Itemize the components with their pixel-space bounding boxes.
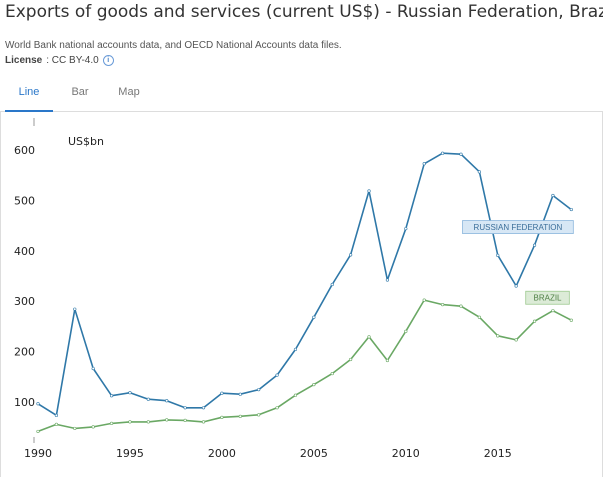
data-point-brazil[interactable] [422,298,426,302]
data-point-brazil[interactable] [440,303,445,307]
data-point-brazil[interactable] [551,309,555,313]
data-point-russian-federation[interactable] [165,399,169,403]
data-point-russian-federation[interactable] [532,243,537,247]
data-point-brazil[interactable] [330,371,334,376]
data-point-russian-federation[interactable] [275,373,279,377]
y-tick-label: 500 [14,195,35,208]
data-point-russian-federation[interactable] [459,152,463,156]
unit-label: US$bn [68,135,104,148]
data-point-russian-federation[interactable] [367,189,371,193]
data-point-brazil[interactable] [238,414,242,418]
data-point-russian-federation[interactable] [183,406,187,410]
line-chart: US$bn 100 200 300 400 500 600 1990 1995 2000 200… [14,118,574,460]
data-point-brazil[interactable] [91,425,95,429]
data-point-russian-federation[interactable] [201,406,206,410]
series-label-brazil: BRAZIL [525,290,570,305]
data-point-brazil[interactable] [293,393,298,397]
x-tick-label: 2005 [300,447,328,460]
page-title: Exports of goods and services (current U… [5,2,603,22]
tab-bar[interactable]: Bar [71,86,89,98]
data-point-brazil[interactable] [569,318,573,322]
data-point-brazil[interactable] [201,420,206,424]
data-point-russian-federation[interactable] [312,315,316,319]
data-point-brazil[interactable] [532,319,537,323]
x-tick-label: 2010 [392,447,420,460]
data-point-brazil[interactable] [128,420,132,424]
y-tick-label: 300 [14,295,35,308]
license-value: : CC BY-4.0 [46,55,99,66]
info-icon[interactable]: i [102,55,114,66]
data-point-russian-federation[interactable] [109,394,114,398]
data-point-brazil[interactable] [183,418,187,422]
series-line-russian-federation[interactable] [37,152,572,417]
data-point-brazil[interactable] [165,418,169,422]
data-point-russian-federation[interactable] [91,366,95,371]
x-tick-label: 1995 [116,447,144,460]
data-point-brazil[interactable] [459,304,463,308]
license-label: License [5,55,43,66]
y-tick-label: 100 [14,396,35,409]
data-point-brazil[interactable] [385,358,390,363]
data-point-brazil[interactable] [275,406,279,410]
data-point-russian-federation[interactable] [330,282,334,287]
series-labels: RUSSIAN FEDERATION BRAZIL [462,220,574,305]
series-label-text: RUSSIAN FEDERATION [474,223,563,232]
data-point-brazil[interactable] [349,357,353,362]
data-point-russian-federation[interactable] [54,413,58,417]
data-point-russian-federation[interactable] [36,402,40,406]
data-point-russian-federation[interactable] [349,253,353,257]
data-point-russian-federation[interactable] [440,151,445,155]
x-tick-label: 2015 [484,447,512,460]
data-point-russian-federation[interactable] [477,170,481,174]
data-point-brazil[interactable] [54,422,58,426]
data-point-russian-federation[interactable] [569,207,573,212]
data-point-russian-federation[interactable] [220,391,224,395]
data-point-russian-federation[interactable] [257,388,261,392]
data-point-russian-federation[interactable] [73,307,77,311]
series-line-brazil[interactable] [37,299,572,433]
y-tick-label: 400 [14,245,35,258]
data-point-brazil[interactable] [367,335,371,339]
y-tick-label: 200 [14,345,35,358]
data-point-brazil[interactable] [404,329,408,333]
x-tick-label: 1990 [24,447,52,460]
series-lines [37,152,572,433]
data-point-brazil[interactable] [257,413,261,417]
data-point-brazil[interactable] [312,383,316,387]
data-point-brazil[interactable] [514,338,518,342]
data-point-russian-federation[interactable] [128,391,132,395]
data-point-brazil[interactable] [220,415,224,419]
data-point-russian-federation[interactable] [422,162,426,166]
y-tick-labels: 100 200 300 400 500 600 [14,144,35,409]
data-point-russian-federation[interactable] [293,347,298,352]
data-point-brazil[interactable] [146,420,150,424]
data-point-russian-federation[interactable] [514,284,518,288]
series-label-russian-federation: RUSSIAN FEDERATION [462,220,574,234]
tab-line[interactable]: Line [5,76,53,112]
chart-type-tabs: Line Bar Map [0,76,603,112]
x-tick-labels: 1990 1995 2000 2005 2010 2015 [24,447,512,460]
license-line: License: CC BY-4.0 i [5,55,114,66]
y-tick-label: 600 [14,144,35,157]
source-note: World Bank national accounts data, and O… [5,40,342,51]
data-point-brazil[interactable] [73,426,77,431]
x-tick-label: 2000 [208,447,236,460]
data-point-russian-federation[interactable] [385,278,390,282]
data-point-russian-federation[interactable] [238,392,242,396]
data-point-brazil[interactable] [36,429,40,434]
data-point-russian-federation[interactable] [551,193,555,198]
data-point-russian-federation[interactable] [496,253,500,257]
data-point-russian-federation[interactable] [404,227,408,231]
data-point-brazil[interactable] [496,334,500,338]
series-points [36,151,573,434]
data-point-brazil[interactable] [477,315,481,319]
tab-map[interactable]: Map [118,86,140,98]
data-point-russian-federation[interactable] [146,397,150,401]
series-label-text: BRAZIL [534,294,563,303]
data-point-brazil[interactable] [109,421,114,425]
